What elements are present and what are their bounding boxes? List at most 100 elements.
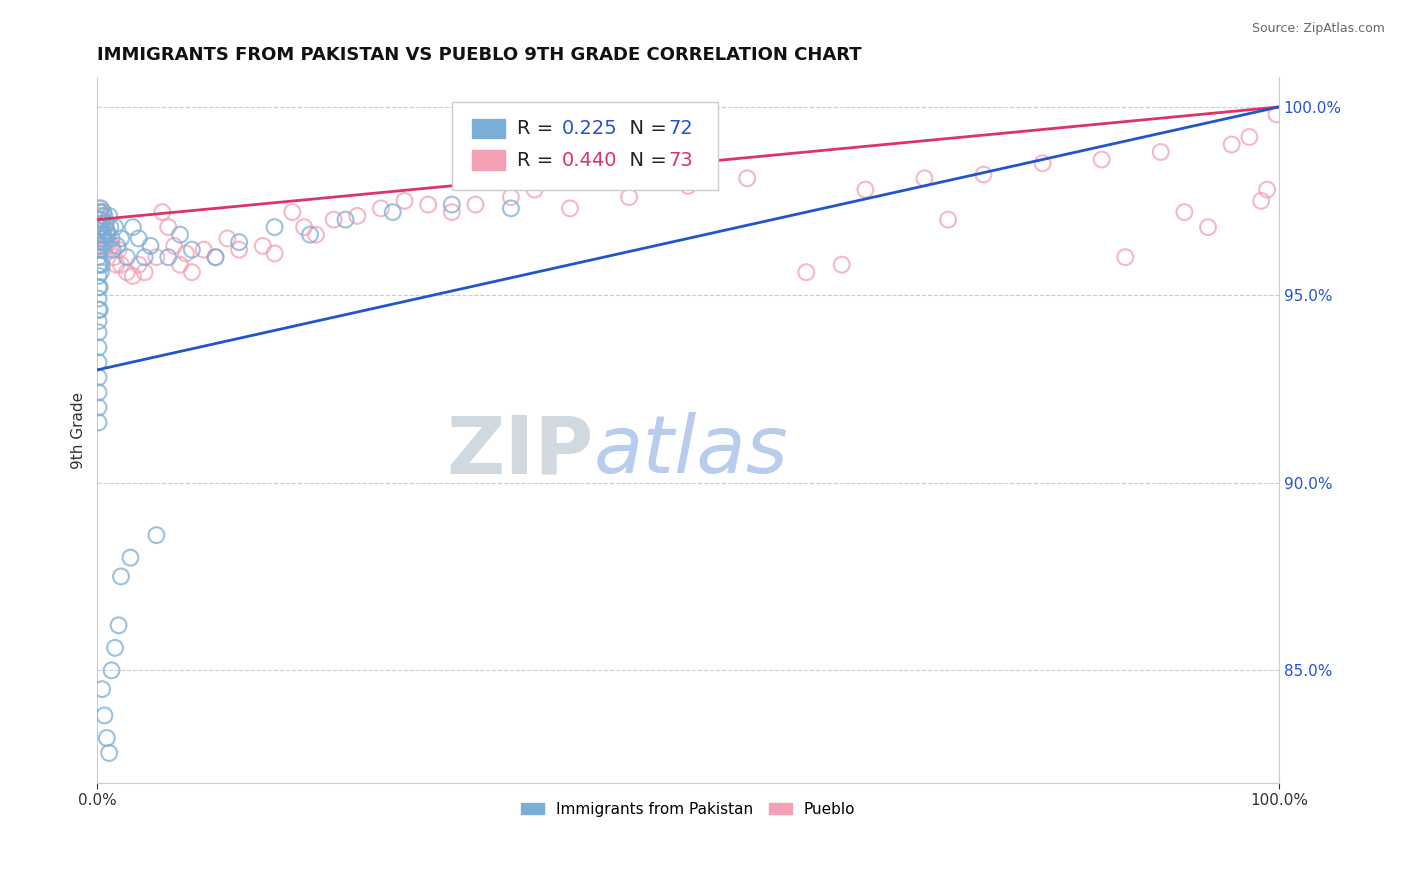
- Point: [87, 340, 110, 354]
- Point: [91, 227, 114, 242]
- Point: [115, 265, 138, 279]
- Point: [292, 220, 315, 235]
- Point: [157, 250, 180, 264]
- Point: [558, 202, 581, 216]
- Point: [115, 250, 138, 264]
- Point: [128, 258, 150, 272]
- Point: [936, 212, 959, 227]
- Point: [169, 258, 191, 272]
- FancyBboxPatch shape: [472, 151, 505, 170]
- Point: [1150, 145, 1173, 159]
- Point: [1091, 153, 1114, 167]
- Point: [1173, 205, 1195, 219]
- Point: [91, 216, 114, 230]
- Point: [1197, 220, 1219, 235]
- Y-axis label: 9th Grade: 9th Grade: [72, 392, 86, 468]
- Point: [90, 231, 112, 245]
- Point: [128, 231, 150, 245]
- Point: [91, 227, 114, 242]
- Point: [145, 528, 167, 542]
- Point: [91, 205, 114, 219]
- Point: [91, 239, 114, 253]
- Point: [87, 250, 110, 264]
- Point: [169, 227, 191, 242]
- Point: [94, 239, 117, 253]
- Point: [89, 258, 111, 272]
- Point: [150, 205, 173, 219]
- Text: 72: 72: [668, 119, 693, 138]
- Point: [93, 235, 115, 249]
- Point: [1220, 137, 1243, 152]
- Point: [89, 220, 111, 235]
- Point: [87, 401, 110, 415]
- Point: [335, 212, 357, 227]
- Point: [90, 265, 112, 279]
- Point: [93, 220, 115, 235]
- Point: [134, 265, 156, 279]
- Point: [89, 280, 111, 294]
- Point: [98, 220, 121, 235]
- Point: [87, 416, 110, 430]
- Text: 0.440: 0.440: [562, 151, 617, 169]
- Point: [831, 258, 853, 272]
- Point: [346, 209, 368, 223]
- Point: [281, 205, 304, 219]
- Point: [105, 258, 128, 272]
- Point: [418, 197, 440, 211]
- Point: [87, 224, 110, 238]
- Point: [87, 302, 110, 317]
- Point: [163, 239, 186, 253]
- Point: [299, 227, 322, 242]
- Point: [134, 250, 156, 264]
- Point: [1032, 156, 1054, 170]
- Point: [94, 216, 117, 230]
- Point: [93, 708, 115, 723]
- Point: [107, 243, 129, 257]
- Point: [90, 220, 112, 235]
- Point: [157, 220, 180, 235]
- Point: [98, 243, 121, 257]
- Point: [100, 239, 122, 253]
- Point: [87, 212, 110, 227]
- Point: [914, 171, 936, 186]
- Point: [100, 231, 122, 245]
- Point: [1239, 130, 1261, 145]
- Point: [87, 227, 110, 242]
- Point: [110, 569, 132, 583]
- Text: R =: R =: [517, 119, 560, 138]
- Point: [1250, 194, 1272, 208]
- Point: [121, 268, 143, 283]
- Point: [1256, 183, 1278, 197]
- Point: [263, 220, 285, 235]
- Point: [96, 731, 118, 745]
- Point: [89, 239, 111, 253]
- Point: [87, 280, 110, 294]
- Point: [617, 190, 640, 204]
- Point: [87, 235, 110, 249]
- Point: [93, 209, 115, 223]
- Point: [794, 265, 817, 279]
- Point: [87, 212, 110, 227]
- Text: N =: N =: [617, 151, 673, 169]
- Point: [87, 314, 110, 328]
- Point: [120, 550, 142, 565]
- Point: [87, 243, 110, 257]
- Point: [98, 746, 121, 760]
- Point: [228, 243, 250, 257]
- Legend: Immigrants from Pakistan, Pueblo: Immigrants from Pakistan, Pueblo: [513, 795, 863, 825]
- Point: [91, 682, 114, 697]
- Point: [104, 640, 127, 655]
- Point: [89, 302, 111, 317]
- Point: [87, 292, 110, 306]
- Point: [973, 168, 995, 182]
- Point: [91, 209, 114, 223]
- Point: [93, 243, 115, 257]
- Point: [97, 227, 120, 242]
- Point: [193, 243, 215, 257]
- Point: [217, 231, 239, 245]
- Point: [381, 205, 404, 219]
- Point: [87, 258, 110, 272]
- Point: [853, 183, 876, 197]
- Point: [110, 231, 132, 245]
- Point: [87, 220, 110, 235]
